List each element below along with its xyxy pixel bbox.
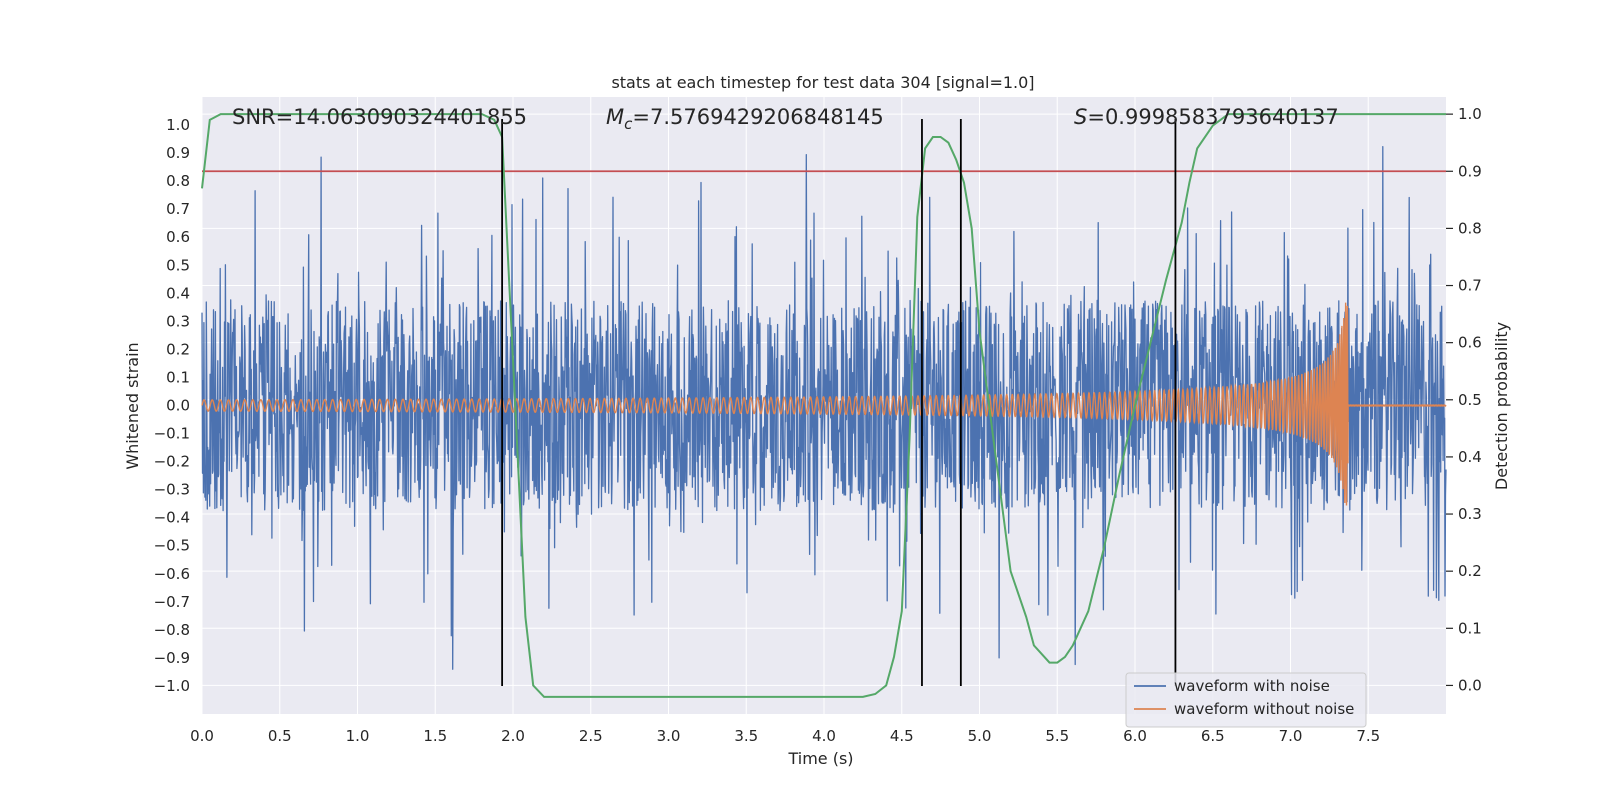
y-tick-label: 0.8: [166, 172, 190, 190]
x-tick-label: 7.0: [1279, 727, 1303, 745]
y-right-tick-label: 0.9: [1458, 162, 1482, 180]
y-right-tick-label: 1.0: [1458, 105, 1482, 123]
x-tick-label: 4.5: [890, 727, 914, 745]
y-right-tick-label: 0.0: [1458, 676, 1482, 694]
series-detection-probability: [201, 113, 1446, 698]
y-tick-label: −0.2: [154, 453, 190, 471]
x-tick-label: 2.5: [579, 727, 603, 745]
y-right-tick-label: 0.1: [1458, 619, 1482, 637]
series-waveform-with-noise: [201, 145, 1447, 670]
annotation-s-symbol: S: [1074, 105, 1087, 129]
y-tick-label: 0.1: [166, 368, 190, 386]
x-tick-label: 3.5: [734, 727, 758, 745]
y-tick-label: 0.4: [166, 284, 190, 302]
x-tick-label: 7.5: [1356, 727, 1380, 745]
x-axis-ticks: 0.0 0.5 1.0 1.5 2.0 2.5 3.0 3.5 4.0 4.5 5.0 5.5 6.0 6…: [190, 727, 1380, 745]
clean-waveform-line: [201, 302, 1447, 506]
y-right-tick-label: 0.6: [1458, 334, 1482, 352]
y-axis-label: Whitened strain: [123, 342, 142, 469]
x-tick-label: 4.0: [812, 727, 836, 745]
y-tick-label: −0.5: [154, 537, 190, 555]
annotation-chirp-mass: Mc=7.5769429206848145: [606, 105, 884, 133]
y-axis-ticks: 1.0 0.9 0.8 0.7 0.6 0.5 0.4 0.3 0.2 0.1 0.0 −0.1 −0.…: [154, 116, 190, 695]
annotation-mc-symbol: M: [606, 105, 624, 129]
y-right-axis-label: Detection probability: [1492, 322, 1511, 490]
y-tick-label: 0.6: [166, 228, 190, 246]
y-right-tick-label: 0.7: [1458, 277, 1482, 295]
y-tick-label: 0.2: [166, 340, 190, 358]
y-right-tick-label: 0.3: [1458, 505, 1482, 523]
y-right-axis-ticks: 1.0 0.9 0.8 0.7 0.6 0.5 0.4 0.3 0.2 0.1 0.0: [1446, 105, 1482, 694]
y-tick-label: 1.0: [166, 116, 190, 134]
legend-label-clean: waveform without noise: [1174, 700, 1354, 718]
y-tick-label: −0.7: [154, 593, 190, 611]
x-tick-label: 6.5: [1201, 727, 1225, 745]
x-tick-label: 1.0: [346, 727, 370, 745]
x-tick-label: 3.0: [657, 727, 681, 745]
annotation-mc-subscript: c: [624, 115, 633, 133]
y-tick-label: −0.8: [154, 621, 190, 639]
x-tick-label: 5.5: [1045, 727, 1069, 745]
legend-box: [1125, 672, 1367, 728]
y-tick-label: −1.0: [154, 677, 190, 695]
y-tick-label: 0.3: [166, 312, 190, 330]
legend-label-noise: waveform with noise: [1174, 677, 1330, 695]
legend: waveform with noise waveform without noi…: [1125, 672, 1367, 728]
noise-waveform-line: [201, 145, 1447, 670]
y-tick-label: 0.0: [166, 397, 190, 415]
chart-title: stats at each timestep for test data 304…: [611, 73, 1034, 92]
y-tick-label: −0.3: [154, 481, 190, 499]
y-tick-label: 0.5: [166, 256, 190, 274]
y-tick-label: −0.6: [154, 565, 190, 583]
y-tick-label: 0.9: [166, 144, 190, 162]
x-tick-label: 0.0: [190, 727, 214, 745]
y-tick-label: −0.4: [154, 509, 190, 527]
annotation-s-value: =0.9998583793640137: [1087, 105, 1338, 129]
y-right-tick-label: 0.5: [1458, 391, 1482, 409]
x-tick-label: 6.0: [1123, 727, 1147, 745]
x-tick-label: 1.5: [423, 727, 447, 745]
x-tick-label: 2.0: [501, 727, 525, 745]
annotation-snr-text: SNR=14.063090324401855: [232, 105, 527, 129]
annotation-mc-value: =7.5769429206848145: [632, 105, 883, 129]
y-right-tick-label: 0.2: [1458, 562, 1482, 580]
y-tick-label: −0.9: [154, 649, 190, 667]
x-axis-label: Time (s): [787, 749, 853, 768]
annotation-snr: SNR=14.063090324401855: [232, 105, 527, 129]
y-right-tick-label: 0.8: [1458, 219, 1482, 237]
x-tick-label: 0.5: [268, 727, 292, 745]
y-right-tick-label: 0.4: [1458, 448, 1482, 466]
y-tick-label: 0.7: [166, 200, 190, 218]
annotation-score: S=0.9998583793640137: [1074, 105, 1339, 129]
vertical-markers: [501, 119, 1177, 686]
series-waveform-without-noise: [201, 302, 1447, 506]
probability-line: [201, 113, 1446, 698]
y-tick-label: −0.1: [154, 425, 190, 443]
x-tick-label: 5.0: [968, 727, 992, 745]
